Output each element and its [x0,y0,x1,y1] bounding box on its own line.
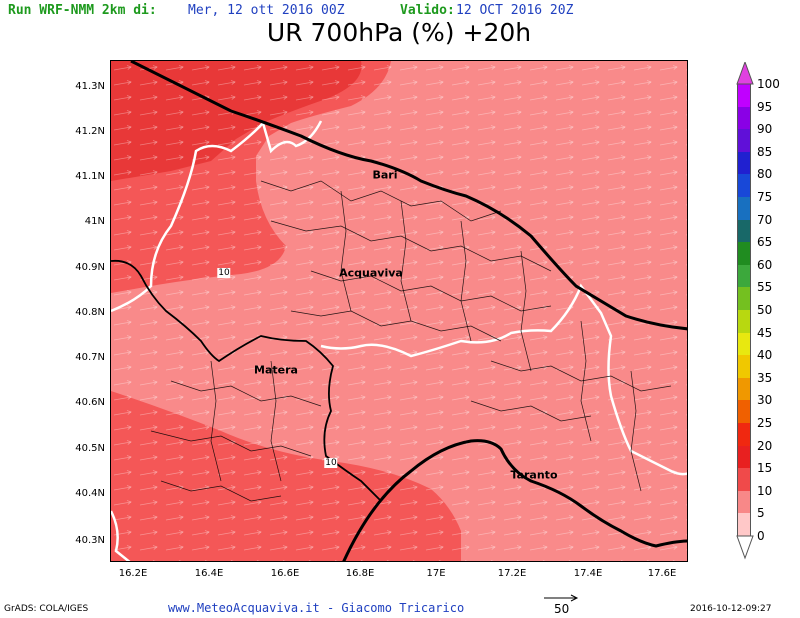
city-label-taranto: Taranto [510,468,558,482]
run-value: Mer, 12 ott 2016 00Z [188,3,345,18]
colorbar-segment [737,468,751,491]
valid-label: Valido: [400,3,455,18]
reference-vector-icon [544,594,579,602]
colorbar-segment [737,106,751,130]
x-tick-label: 16.4E [194,568,224,579]
colorbar-segment [737,129,751,152]
colorbar-segment [737,151,751,175]
colorbar-label: 85 [757,144,773,159]
colorbar-label: 65 [757,235,773,250]
colorbar-segment [737,332,751,356]
y-tick-label: 40.3N [75,535,105,546]
colorbar-segment [737,84,751,107]
colorbar-segment [737,197,751,220]
footer-site-link[interactable]: www.MeteoAcquaviva.it - Giacomo Tricaric… [168,601,465,615]
colorbar-segment [737,423,751,446]
city-label-acquaviva: Acquaviva [339,266,403,280]
wind-vectors [111,61,687,561]
colorbar-label: 95 [757,99,773,114]
y-tick-label: 41.1N [75,171,105,182]
colorbar-segment [737,174,751,197]
colorbar-top-arrow [736,62,754,85]
x-tick-label: 16.8E [345,568,375,579]
colorbar-segment [737,355,751,378]
colorbar-label: 25 [757,416,773,430]
y-tick-label: 41N [84,216,105,227]
colorbar-label: 20 [757,438,773,453]
colorbar-segment [737,490,751,514]
x-tick-label: 17.2E [497,568,527,579]
colorbar-label: 10 [757,483,773,498]
colorbar-label: 15 [757,461,773,476]
x-tick-label: 17E [426,568,446,579]
y-tick-label: 40.7N [75,352,105,363]
colorbar-segment [737,242,751,265]
run-label: Run WRF-NMM 2km di: [8,3,157,18]
colorbar-segment [737,310,751,333]
valid-value: 12 OCT 2016 20Z [456,3,574,18]
y-tick-label: 40.8N [75,307,105,318]
colorbar-label: 60 [757,257,773,272]
colorbar-label: 5 [757,506,765,521]
map-canvas [111,61,687,561]
city-label-bari: Bari [372,168,398,182]
colorbar-label: 100 [757,77,780,91]
colorbar-segment [737,513,751,536]
x-tick-label: 16.2E [118,568,148,579]
map-panel: Bari Acquaviva Matera Taranto 10 10 [110,60,688,562]
region-borders [111,120,687,561]
contour-label-10-south: 10 [324,458,338,468]
city-label-matera: Matera [254,363,298,377]
reference-vector-label: 50 [554,602,570,616]
colorbar-label: 90 [757,122,773,137]
colorbar-label: 40 [757,348,773,363]
x-tick-label: 16.6E [270,568,300,579]
y-tick-label: 40.4N [75,488,105,499]
y-tick-label: 40.9N [75,262,105,273]
colorbar-label: 0 [757,529,765,543]
municipal-borders [150,180,672,502]
colorbar-label: 70 [757,212,773,227]
colorbar-segment [737,287,751,310]
footer-timestamp: 2016-10-12-09:27 [690,604,772,614]
y-tick-label: 40.6N [75,397,105,408]
colorbar-segment [737,400,751,423]
colorbar-segment [737,264,751,288]
y-tick-label: 40.5N [75,443,105,454]
colorbar-label: 35 [757,370,773,385]
colorbar-label: 75 [757,190,773,204]
contour-label-10-north: 10 [217,268,231,278]
colorbar-label: 80 [757,167,773,182]
coastline-ionian [342,439,687,561]
colorbar-label: 50 [757,303,773,317]
colorbar-segment [737,377,751,401]
colorbar-label: 55 [757,280,773,295]
footer-credit: GrADS: COLA/IGES [4,604,89,614]
colorbar-arrows [736,62,754,560]
colorbar-label: 30 [757,393,773,408]
y-tick-label: 41.2N [75,126,105,137]
colorbar-bottom-arrow [736,535,754,560]
colorbar-segment [737,219,751,243]
x-tick-label: 17.6E [647,568,677,579]
colorbar-label: 45 [757,325,773,340]
x-tick-label: 17.4E [573,568,603,579]
y-tick-label: 41.3N [75,81,105,92]
coastline [130,61,687,331]
colorbar-segment [737,445,751,469]
page-title: UR 700hPa (%) +20h [266,18,532,47]
